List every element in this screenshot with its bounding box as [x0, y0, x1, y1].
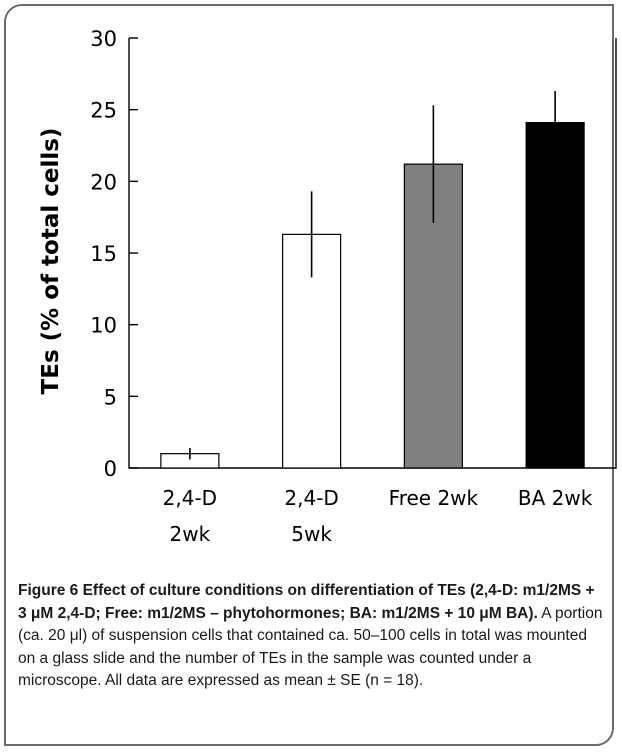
caption-body: A portion (ca. 20 μl) of suspension cell… — [18, 604, 603, 690]
y-axis-ticks: 0 5 10 15 20 25 30 — [90, 27, 138, 481]
y-tick-label: 25 — [90, 99, 117, 123]
bar — [525, 121, 585, 469]
y-tick-label: 20 — [90, 170, 117, 194]
x-tick-label-line: 5wk — [291, 522, 332, 546]
x-tick-label-line: 2wk — [170, 522, 211, 546]
x-tick-label-line: 2,4-D — [163, 486, 217, 510]
y-tick-label: 30 — [90, 27, 117, 51]
y-tick-label: 10 — [90, 314, 117, 338]
y-tick-label: 0 — [104, 457, 117, 481]
y-tick-label: 5 — [104, 385, 117, 409]
x-tick-label: BA 2wk — [518, 486, 593, 510]
caption-title: Figure 6 Effect of culture conditions on… — [18, 582, 595, 622]
bars — [160, 121, 585, 469]
x-tick-label: Free 2wk — [389, 486, 479, 510]
bar-chart: 0 5 10 15 20 25 30 2,4-D 2wk 2,4-D 5wk Free 2wk BA … — [38, 27, 617, 546]
x-tick-label-line: Free 2wk — [389, 486, 479, 510]
x-tick-label: 2,4-D 2wk — [163, 486, 217, 546]
x-tick-label-line: 2,4-D — [284, 486, 338, 510]
x-tick-label-line: BA 2wk — [518, 486, 593, 510]
x-tick-label: 2,4-D 5wk — [284, 486, 338, 546]
error-bars — [189, 91, 556, 460]
y-axis-label: TEs (% of total cells) — [38, 128, 64, 395]
x-axis-labels: 2,4-D 2wk 2,4-D 5wk Free 2wk BA 2wk — [163, 486, 593, 546]
y-tick-label: 15 — [90, 242, 117, 266]
figure-caption: Figure 6 Effect of culture conditions on… — [18, 580, 606, 693]
figure-frame — [4, 4, 614, 746]
